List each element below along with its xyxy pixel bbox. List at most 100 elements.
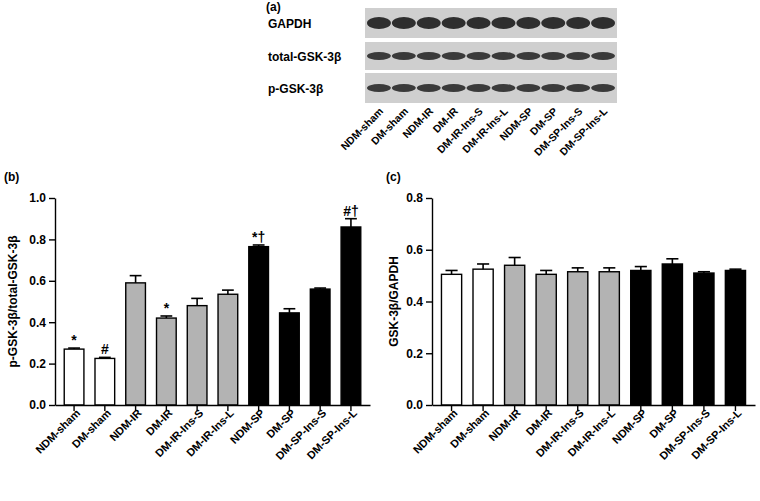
y-tick: 0.6 (29, 274, 55, 288)
y-tick: 0.4 (29, 316, 55, 330)
bar-chart: 0.00.20.40.60.8NDM-shamDM-shamNDM-IRDM-I… (386, 170, 756, 462)
x-axis: NDM-shamDM-shamNDM-IRDM-IRDM-IR-Ins-SDM-… (411, 405, 756, 462)
blot-band (566, 17, 590, 29)
error-bar (283, 309, 295, 313)
error-bar-cap (729, 268, 741, 270)
x-tick: DM-IR (523, 405, 554, 438)
y-tick: 0.2 (406, 347, 432, 361)
x-tick-label: DM-SP-Ins-L (689, 406, 744, 461)
error-bar-cap (283, 308, 295, 310)
blot-band (367, 52, 391, 60)
blot-band (516, 84, 540, 92)
x-tick: DM-IR-Ins-L (565, 405, 617, 459)
error-bar (314, 288, 326, 289)
error-bar-cap (477, 263, 489, 265)
y-tick-label: 0.2 (406, 347, 423, 361)
blot-row: p-GSK-3β (268, 73, 617, 103)
y-tick: 0.8 (29, 233, 55, 247)
y-tick: 0.2 (29, 357, 55, 371)
blot-band (417, 52, 441, 60)
bar (249, 247, 269, 405)
blot-band (442, 17, 466, 29)
y-tick-label: 0.6 (29, 274, 46, 288)
error-bar-cap (572, 267, 584, 269)
bar (95, 358, 115, 405)
y-tick-mark (49, 363, 55, 364)
error-bar-stem (350, 219, 352, 227)
figure: (a)GAPDH total-GSK-3β p-GSK-3β NDM-shamDM-s… (0, 0, 760, 501)
blot-lane-label: NDM-IR (400, 105, 436, 141)
error-bar (345, 219, 357, 227)
blot-lane-label: NDM-SP (497, 105, 535, 143)
y-axis-line (55, 199, 56, 406)
error-bar-cap (698, 271, 710, 273)
blot-row-label: p-GSK-3β (268, 82, 323, 96)
error-bar (222, 290, 234, 294)
bar (505, 265, 525, 405)
y-tick-label: 0.2 (29, 357, 46, 371)
blot-band (591, 84, 615, 92)
y-tick-mark (426, 353, 432, 354)
y-axis: 0.00.20.40.60.8 (406, 191, 432, 412)
error-bar-cap (635, 266, 647, 268)
error-bar-cap (509, 257, 521, 259)
error-bar (477, 264, 489, 269)
x-tick-label: DM-IR-Ins-L (184, 406, 236, 458)
blot-band (467, 17, 491, 29)
blot-band (491, 52, 515, 60)
significance-mark: * (71, 332, 77, 348)
x-tick-label: NDM-IR (486, 407, 523, 444)
y-tick-label: 1.0 (29, 191, 46, 205)
bar (310, 289, 330, 405)
x-tick-label: NDM-IR (107, 407, 144, 444)
blot-band (442, 84, 466, 92)
error-bar (130, 276, 142, 283)
x-tick-label: NDM-SP (228, 407, 267, 446)
x-axis-line (56, 405, 371, 406)
y-tick-mark (426, 405, 432, 406)
error-bar-cap (314, 287, 326, 289)
error-bar (253, 245, 265, 247)
x-tick: NDM-IR (486, 405, 523, 443)
x-axis: NDM-shamDM-shamNDM-IRDM-IRDM-IR-Ins-SDM-… (33, 405, 370, 462)
blot-panel: (a)GAPDHtotal-GSK-3βp-GSK-3βNDM-shamDM-s… (266, 0, 617, 158)
error-bar-cap (666, 258, 678, 260)
bar (536, 274, 556, 405)
bar (599, 272, 619, 405)
y-tick-mark (426, 198, 432, 199)
error-bar-cap (222, 289, 234, 291)
error-bar-stem (514, 258, 516, 266)
error-bar-stem (135, 276, 137, 283)
error-bar-cap (603, 267, 615, 269)
bar (187, 306, 207, 405)
y-tick-label: 0.6 (406, 243, 423, 257)
bar (662, 264, 682, 405)
y-tick-mark (49, 405, 55, 406)
x-tick-label: NDM-sham (411, 406, 460, 455)
y-tick-label: 0.4 (29, 316, 46, 330)
bar (725, 270, 745, 405)
error-bar (68, 348, 80, 349)
bar (218, 294, 238, 405)
error-bar (635, 267, 647, 271)
x-tick: NDM-SP (228, 405, 267, 446)
error-bar-stem (196, 298, 198, 305)
blot-band (367, 17, 391, 29)
error-bar (540, 270, 552, 274)
panel-label: (a) (266, 0, 281, 14)
error-bar-cap (446, 270, 458, 272)
y-tick-label: 0.8 (406, 191, 423, 205)
blot-band (442, 52, 466, 60)
blot-row: total-GSK-3β (268, 42, 617, 70)
blot-band (516, 17, 540, 29)
x-tick-label: DM-sham (448, 407, 492, 451)
y-axis-title: p-GSK-3β/total-GSK-3β (6, 236, 20, 368)
significance-mark: #† (343, 203, 359, 219)
blot-band (591, 17, 615, 29)
bar (157, 318, 177, 405)
bar (341, 227, 361, 405)
blot-row: GAPDH (268, 8, 617, 38)
x-tick: NDM-IR (107, 405, 144, 443)
y-tick-label: 0.4 (406, 295, 423, 309)
blot-band (591, 52, 615, 60)
